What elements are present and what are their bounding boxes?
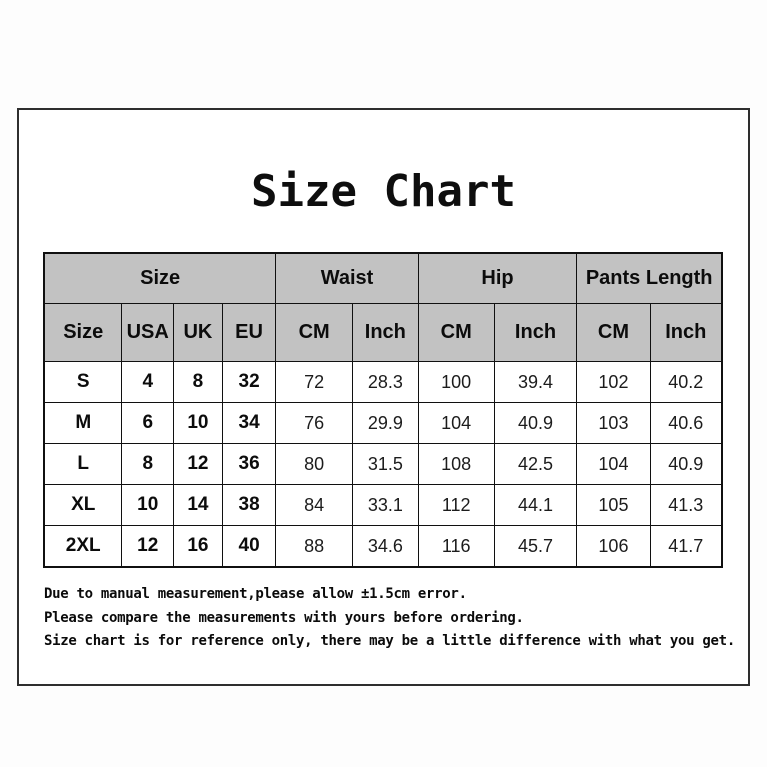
table-row-m: M 6 10 34 76 29.9 104 40.9 103 40.6 [43, 402, 723, 444]
cell-size: XL [43, 484, 123, 526]
col-header-size: Size [43, 303, 123, 362]
cell-waist-cm: 84 [275, 484, 353, 526]
cell-hip-cm: 100 [417, 361, 495, 403]
note-line-3: Size chart is for reference only, there … [44, 633, 735, 649]
cell-eu: 34 [221, 402, 277, 444]
cell-waist-cm: 76 [275, 402, 353, 444]
col-header-usa: USA [121, 303, 174, 362]
table-row-s: S 4 8 32 72 28.3 100 39.4 102 40.2 [43, 361, 723, 403]
col-header-pants-cm: CM [576, 303, 651, 362]
cell-pants-cm: 102 [576, 361, 651, 403]
cell-pants-cm: 104 [576, 443, 651, 485]
cell-size: L [43, 443, 123, 485]
cell-hip-cm: 108 [417, 443, 495, 485]
cell-eu: 32 [221, 361, 277, 403]
col-header-eu: EU [221, 303, 277, 362]
cell-usa: 4 [121, 361, 174, 403]
cell-waist-inch: 34.6 [351, 525, 419, 568]
cell-hip-cm: 112 [417, 484, 495, 526]
cell-waist-cm: 72 [275, 361, 353, 403]
cell-waist-inch: 33.1 [351, 484, 419, 526]
cell-waist-inch: 29.9 [351, 402, 419, 444]
cell-uk: 10 [172, 402, 223, 444]
group-header-size: Size [43, 252, 277, 304]
page-title: Size Chart [251, 166, 516, 217]
cell-pants-inch: 40.2 [649, 361, 723, 403]
cell-usa: 8 [121, 443, 174, 485]
cell-uk: 14 [172, 484, 223, 526]
note-line-1: Due to manual measurement,please allow ±… [44, 586, 467, 602]
cell-usa: 10 [121, 484, 174, 526]
table-column-header-row: Size USA UK EU CM Inch CM Inch CM Inch [43, 303, 723, 362]
cell-pants-inch: 40.6 [649, 402, 723, 444]
cell-size: M [43, 402, 123, 444]
cell-pants-cm: 103 [576, 402, 651, 444]
cell-uk: 16 [172, 525, 223, 568]
cell-size: S [43, 361, 123, 403]
col-header-hip-cm: CM [417, 303, 495, 362]
size-table: Size Waist Hip Pants Length Size USA UK … [43, 252, 723, 568]
cell-hip-cm: 104 [417, 402, 495, 444]
table-row-xl: XL 10 14 38 84 33.1 112 44.1 105 41.3 [43, 484, 723, 526]
cell-eu: 40 [221, 525, 277, 568]
cell-waist-inch: 31.5 [351, 443, 419, 485]
cell-pants-cm: 106 [576, 525, 651, 568]
table-row-2xl: 2XL 12 16 40 88 34.6 116 45.7 106 41.7 [43, 525, 723, 568]
cell-waist-cm: 80 [275, 443, 353, 485]
cell-hip-inch: 39.4 [493, 361, 578, 403]
col-header-pants-inch: Inch [649, 303, 723, 362]
cell-hip-cm: 116 [417, 525, 495, 568]
group-header-hip: Hip [417, 252, 578, 304]
group-header-pants-length: Pants Length [576, 252, 723, 304]
col-header-hip-inch: Inch [493, 303, 578, 362]
cell-pants-inch: 41.7 [649, 525, 723, 568]
measurement-notes: Due to manual measurement,please allow ±… [44, 583, 735, 654]
group-header-waist: Waist [275, 252, 419, 304]
cell-hip-inch: 45.7 [493, 525, 578, 568]
cell-waist-inch: 28.3 [351, 361, 419, 403]
col-header-waist-inch: Inch [351, 303, 419, 362]
cell-usa: 12 [121, 525, 174, 568]
cell-hip-inch: 42.5 [493, 443, 578, 485]
cell-pants-cm: 105 [576, 484, 651, 526]
cell-pants-inch: 41.3 [649, 484, 723, 526]
col-header-uk: UK [172, 303, 223, 362]
note-line-2: Please compare the measurements with you… [44, 609, 524, 626]
cell-eu: 38 [221, 484, 277, 526]
cell-waist-cm: 88 [275, 525, 353, 568]
cell-eu: 36 [221, 443, 277, 485]
table-row-l: L 8 12 36 80 31.5 108 42.5 104 40.9 [43, 443, 723, 485]
cell-usa: 6 [121, 402, 174, 444]
col-header-waist-cm: CM [275, 303, 353, 362]
cell-hip-inch: 44.1 [493, 484, 578, 526]
cell-size: 2XL [43, 525, 123, 568]
cell-hip-inch: 40.9 [493, 402, 578, 444]
chart-frame: Size Chart Size Waist Hip Pants Length S… [17, 108, 750, 686]
table-group-header-row: Size Waist Hip Pants Length [43, 252, 723, 304]
cell-pants-inch: 40.9 [649, 443, 723, 485]
cell-uk: 12 [172, 443, 223, 485]
cell-uk: 8 [172, 361, 223, 403]
